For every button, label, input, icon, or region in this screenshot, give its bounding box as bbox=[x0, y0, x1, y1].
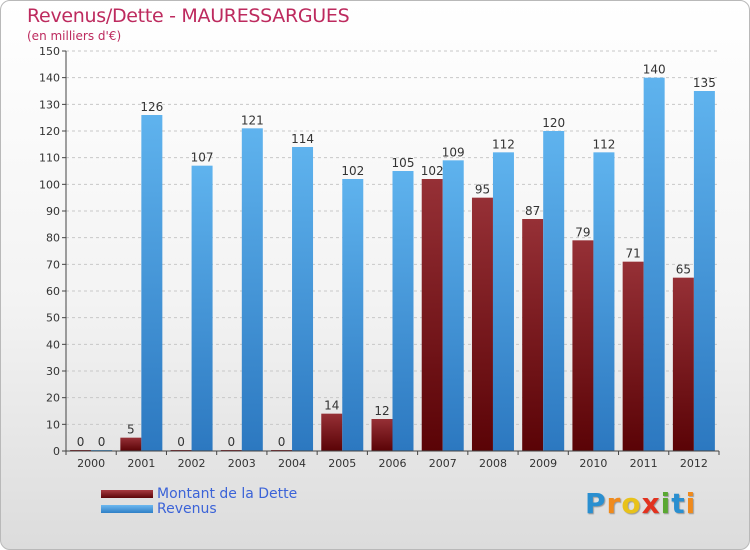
logo-letter: t bbox=[671, 487, 686, 520]
x-tick-label: 2009 bbox=[529, 457, 557, 470]
x-tick-label: 2007 bbox=[429, 457, 457, 470]
data-label-dette: 5 bbox=[127, 423, 135, 437]
logo-letter: i bbox=[660, 487, 672, 520]
bars bbox=[70, 77, 715, 452]
y-tick-label: 30 bbox=[46, 365, 60, 378]
bar-dette bbox=[622, 261, 644, 451]
y-tick-label: 120 bbox=[39, 125, 60, 138]
y-tick-label: 70 bbox=[46, 258, 60, 271]
data-label-revenus: 126 bbox=[140, 100, 163, 114]
y-tick-label: 110 bbox=[39, 152, 60, 165]
bar-dette bbox=[572, 240, 594, 451]
bar-revenus bbox=[141, 115, 163, 451]
logo-letter: i bbox=[685, 487, 697, 520]
y-tick-label: 80 bbox=[46, 232, 60, 245]
y-tick-label: 150 bbox=[39, 45, 60, 58]
legend-swatch-revenus bbox=[101, 505, 153, 513]
bar-revenus bbox=[593, 152, 615, 452]
legend-swatch-dette bbox=[101, 490, 153, 498]
y-tick-label: 20 bbox=[46, 392, 60, 405]
y-tick-label: 130 bbox=[39, 98, 60, 111]
bar-dette bbox=[471, 197, 493, 451]
data-label-revenus: 121 bbox=[241, 113, 264, 127]
data-label-dette: 12 bbox=[374, 404, 389, 418]
x-tick-label: 2012 bbox=[680, 457, 708, 470]
data-label-dette: 0 bbox=[278, 435, 286, 449]
y-tick-label: 100 bbox=[39, 178, 60, 191]
axes: 0102030405060708090100110120130140150200… bbox=[39, 45, 720, 470]
bar-dette bbox=[321, 413, 343, 451]
bar-dette bbox=[421, 179, 443, 451]
data-label-revenus: 120 bbox=[542, 116, 565, 130]
x-tick-label: 2003 bbox=[228, 457, 256, 470]
x-tick-label: 2008 bbox=[479, 457, 507, 470]
bar-revenus bbox=[543, 131, 565, 451]
bar-revenus bbox=[442, 160, 464, 452]
data-label-dette: 0 bbox=[77, 435, 85, 449]
data-label-revenus: 105 bbox=[392, 156, 415, 170]
bar-revenus bbox=[693, 91, 715, 451]
x-tick-label: 2011 bbox=[630, 457, 658, 470]
y-tick-label: 10 bbox=[46, 418, 60, 431]
legend-label-revenus: Revenus bbox=[157, 501, 217, 517]
x-tick-label: 2002 bbox=[178, 457, 206, 470]
logo-letter: r bbox=[606, 487, 622, 520]
data-label-revenus: 112 bbox=[492, 137, 515, 151]
logo-letter: P bbox=[585, 487, 607, 520]
data-label-dette: 14 bbox=[324, 399, 339, 413]
chart-title: Revenus/Dette - MAURESSARGUES bbox=[27, 5, 350, 27]
data-label-revenus: 0 bbox=[98, 435, 106, 449]
x-tick-label: 2005 bbox=[328, 457, 356, 470]
data-label-revenus: 112 bbox=[592, 137, 615, 151]
bar-revenus bbox=[292, 147, 314, 451]
logo-letter: x bbox=[641, 487, 661, 520]
y-tick-label: 90 bbox=[46, 205, 60, 218]
data-label-dette: 79 bbox=[575, 225, 590, 239]
bar-revenus bbox=[342, 179, 364, 451]
data-label-dette: 102 bbox=[421, 164, 444, 178]
data-label-revenus: 135 bbox=[693, 76, 716, 90]
x-tick-label: 2000 bbox=[77, 457, 105, 470]
legend-label-dette: Montant de la Dette bbox=[157, 486, 298, 502]
bar-dette bbox=[120, 437, 142, 451]
x-tick-label: 2001 bbox=[127, 457, 155, 470]
data-label-dette: 87 bbox=[525, 204, 540, 218]
y-tick-label: 40 bbox=[46, 338, 60, 351]
y-tick-label: 0 bbox=[53, 445, 60, 458]
labels: 0 051260107012101141410212105102109951128… bbox=[77, 63, 716, 449]
bar-revenus bbox=[492, 152, 514, 452]
bar-revenus bbox=[392, 171, 414, 451]
x-tick-label: 2010 bbox=[579, 457, 607, 470]
x-tick-label: 2004 bbox=[278, 457, 306, 470]
bar-revenus bbox=[643, 77, 665, 452]
data-label-revenus: 140 bbox=[643, 63, 666, 77]
bar-dette bbox=[672, 277, 694, 451]
data-label-revenus: 102 bbox=[341, 164, 364, 178]
data-label-dette: 0 bbox=[227, 435, 235, 449]
logo-letter: o bbox=[621, 487, 642, 520]
bar-revenus bbox=[191, 165, 213, 451]
bar-dette bbox=[371, 419, 393, 451]
bar-revenus bbox=[241, 128, 263, 451]
chart-subtitle: (en milliers d'€) bbox=[27, 29, 122, 43]
data-label-dette: 95 bbox=[475, 183, 490, 197]
proxiti-logo: Proxiti bbox=[585, 487, 696, 520]
data-label-revenus: 107 bbox=[191, 151, 214, 165]
data-label-dette: 71 bbox=[626, 247, 641, 261]
data-label-dette: 65 bbox=[676, 263, 691, 277]
y-tick-label: 140 bbox=[39, 72, 60, 85]
bar-dette bbox=[522, 219, 544, 451]
data-label-dette: 0 bbox=[177, 435, 185, 449]
data-label-revenus: 114 bbox=[291, 132, 314, 146]
y-tick-label: 60 bbox=[46, 285, 60, 298]
y-tick-label: 50 bbox=[46, 312, 60, 325]
data-label-revenus: 109 bbox=[442, 145, 465, 159]
x-tick-label: 2006 bbox=[379, 457, 407, 470]
